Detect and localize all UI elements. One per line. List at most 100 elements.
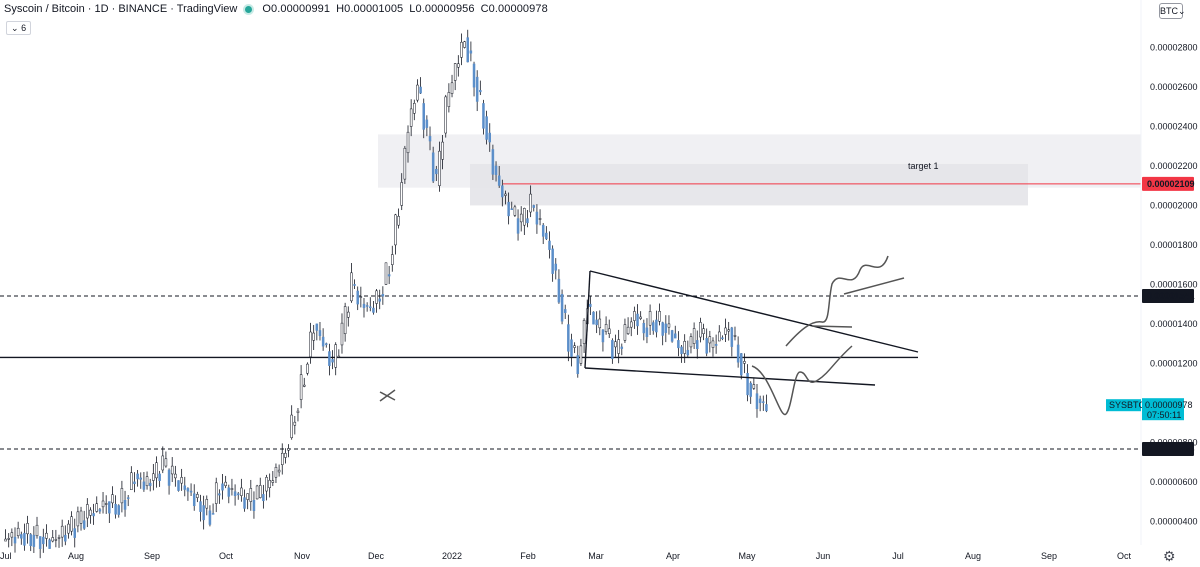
x-tick-label: Jun xyxy=(816,551,831,561)
candle-body xyxy=(271,480,275,483)
ohlc-high: H0.00001005 xyxy=(336,3,404,15)
candle-body xyxy=(174,473,177,479)
candle-body xyxy=(180,477,183,484)
candle-body xyxy=(42,536,45,545)
candle-body xyxy=(167,469,171,486)
candle-body xyxy=(378,298,381,302)
candle-body xyxy=(692,328,696,344)
candle-body xyxy=(765,404,768,412)
candle-body xyxy=(551,248,554,274)
candle-body xyxy=(274,466,278,478)
candle-body xyxy=(557,278,561,303)
candle-body xyxy=(416,84,419,101)
candle-body xyxy=(57,537,61,539)
candle-body xyxy=(136,473,139,480)
candle-body xyxy=(199,501,202,512)
candle-body xyxy=(736,344,740,363)
candle-body xyxy=(130,472,133,490)
candle-body xyxy=(177,480,180,491)
candle-body xyxy=(648,311,652,326)
candle-body xyxy=(702,328,705,335)
candle-body xyxy=(306,363,309,374)
candle-body xyxy=(677,340,680,349)
candle-body xyxy=(727,329,730,332)
candle-body xyxy=(155,462,158,479)
candle-body xyxy=(331,359,334,363)
candle-body xyxy=(98,509,102,512)
candle-body xyxy=(265,477,268,492)
candle-body xyxy=(714,344,718,346)
candle-body xyxy=(211,513,215,515)
candle-body xyxy=(589,303,592,307)
candle-body xyxy=(532,205,536,208)
candle-body xyxy=(516,218,520,234)
candle-body xyxy=(444,96,447,134)
candle-body xyxy=(504,193,507,196)
gear-icon[interactable]: ⚙ xyxy=(1163,548,1176,564)
indicators-toggle[interactable]: ⌄ 6 xyxy=(6,21,32,35)
candle-body xyxy=(290,414,293,438)
symbol-title[interactable]: Syscoin / Bitcoin · 1D · BINANCE · Tradi… xyxy=(4,3,238,15)
candle-body xyxy=(400,182,403,206)
candle-body xyxy=(258,485,262,498)
candle-body xyxy=(746,372,749,396)
candle-body xyxy=(205,499,209,509)
candle-body xyxy=(758,398,762,404)
candle-body xyxy=(277,469,281,473)
candle-body xyxy=(123,500,127,510)
candle-body xyxy=(296,410,300,413)
candle-body xyxy=(148,482,152,487)
candle-body xyxy=(139,477,143,480)
x-tick-label: Mar xyxy=(588,551,604,561)
cross-mark xyxy=(379,389,396,402)
candle-body xyxy=(325,343,328,345)
candle-body xyxy=(519,213,523,223)
candle-body xyxy=(494,165,498,175)
candle-body xyxy=(353,284,356,286)
candle-body xyxy=(595,319,598,326)
projection-curve-1 xyxy=(751,345,853,415)
projection-tick-1 xyxy=(811,325,853,328)
candle-body xyxy=(438,150,441,186)
candle-body xyxy=(450,82,454,94)
candle-body xyxy=(243,497,246,509)
y-tick-label: 0.00002200 xyxy=(1150,161,1198,171)
symbol-tag-label: SYSBTC xyxy=(1109,400,1146,410)
candle-body xyxy=(394,214,397,246)
candle-body xyxy=(705,338,708,354)
candle-body xyxy=(233,491,237,496)
y-tick-label: 0.00001200 xyxy=(1150,358,1198,368)
candle-body xyxy=(350,272,353,302)
candle-body xyxy=(111,494,114,504)
candle-body xyxy=(428,136,432,142)
candle-body xyxy=(117,505,121,515)
candle-body xyxy=(158,473,161,481)
candle-body xyxy=(422,103,425,130)
candle-body xyxy=(538,218,542,220)
candle-body xyxy=(491,149,495,175)
chevron-down-icon: ⌄ xyxy=(1178,6,1186,16)
candle-body xyxy=(435,168,438,175)
currency-button[interactable]: BTC⌄ xyxy=(1159,3,1186,19)
candle-body xyxy=(104,503,108,505)
wedge-left-line xyxy=(584,270,591,369)
candle-body xyxy=(507,201,510,217)
candle-body xyxy=(513,206,517,216)
candle-body xyxy=(79,510,83,524)
candle-body xyxy=(699,322,702,338)
market-status-icon xyxy=(245,5,253,13)
candle-body xyxy=(303,384,306,387)
candle-body xyxy=(299,374,303,400)
candle-body xyxy=(152,473,155,481)
candle-body xyxy=(576,355,580,375)
candle-body xyxy=(403,147,407,180)
x-tick-label: Feb xyxy=(520,551,536,561)
candle-body xyxy=(711,340,715,348)
candle-body xyxy=(293,421,297,426)
candle-body xyxy=(409,108,413,127)
candle-body xyxy=(617,339,620,354)
candle-body xyxy=(730,327,734,347)
candle-body xyxy=(114,503,117,515)
candle-body xyxy=(696,340,699,349)
